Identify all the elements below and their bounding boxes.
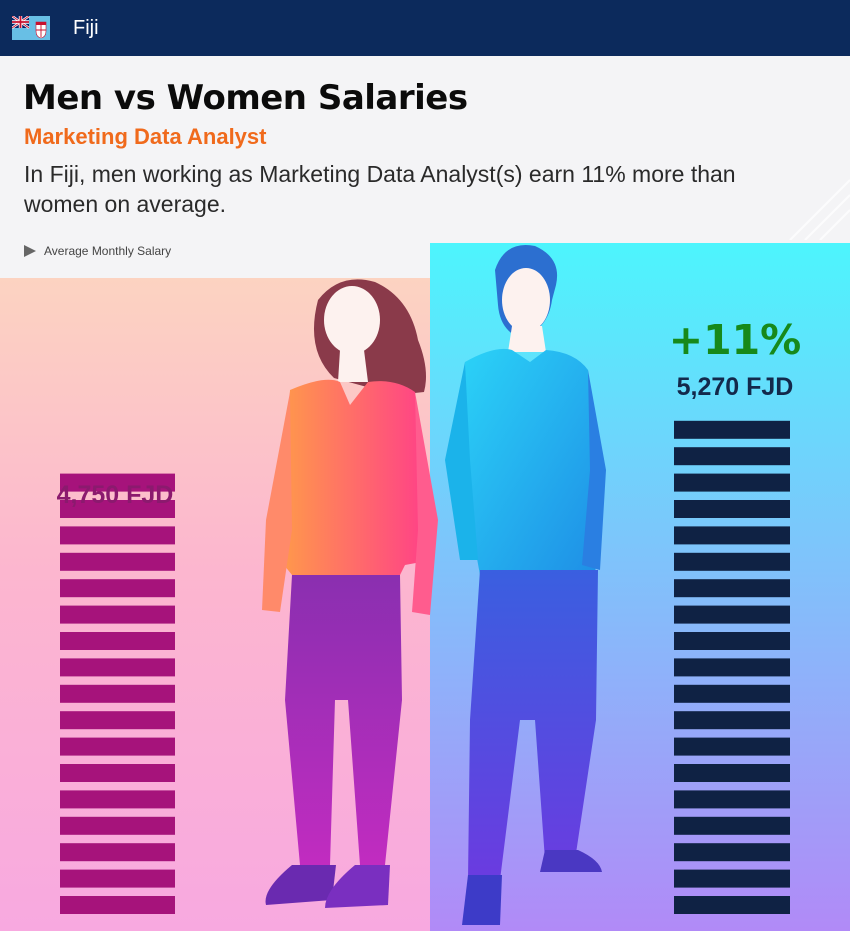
women-bar-segment	[60, 473, 175, 492]
men-bar-segment	[674, 764, 790, 782]
men-bar-segment	[674, 869, 790, 888]
women-bar-segment	[60, 684, 175, 703]
men-bar-segment	[674, 473, 790, 492]
women-salary-label: 4,750 FJD	[56, 481, 174, 509]
men-bar-segment	[674, 896, 790, 914]
men-salary-label: 5,270 FJD	[676, 373, 794, 401]
men-bar-segment	[674, 579, 790, 598]
page-title: Men vs Women Salaries	[23, 78, 468, 118]
description: In Fiji, men working as Marketing Data A…	[24, 161, 736, 217]
men-bar-segment	[674, 737, 790, 756]
women-bar-segment	[60, 605, 175, 624]
decorative-lines	[789, 179, 850, 240]
men-bar-segment	[674, 500, 790, 518]
women-bar-segment	[60, 816, 175, 835]
woman-figure	[262, 279, 438, 908]
men-bar-segment	[674, 447, 790, 466]
women-bar-segment	[60, 790, 175, 809]
legend-label: Average Monthly Salary	[44, 244, 172, 258]
men-bar-segment	[674, 790, 790, 809]
women-bar-segment	[60, 552, 175, 571]
difference-percent: +11%	[668, 316, 802, 364]
men-bar-segment	[674, 816, 790, 835]
women-bar-segment	[60, 526, 175, 545]
men-bar-stack	[674, 420, 790, 914]
play-triangle-icon	[24, 245, 36, 257]
men-bar-segment	[674, 843, 790, 862]
top-bar: Fiji	[0, 0, 850, 56]
women-bar-segment	[60, 843, 175, 862]
men-bar-segment	[674, 605, 790, 624]
men-bar-segment	[674, 711, 790, 730]
women-bar-segment	[60, 579, 175, 598]
women-bar-segment	[60, 896, 175, 914]
men-bar-segment	[674, 552, 790, 571]
men-bar-segment	[674, 684, 790, 703]
women-bar-segment	[60, 711, 175, 730]
job-title: Marketing Data Analyst	[24, 124, 267, 149]
women-bar-segment	[60, 869, 175, 888]
men-bar-segment	[674, 420, 790, 439]
fiji-flag-icon	[12, 16, 50, 40]
women-bar-segment	[60, 737, 175, 756]
legend: Average Monthly Salary	[24, 244, 171, 258]
men-bar-segment	[674, 632, 790, 650]
men-bar-segment	[674, 658, 790, 677]
women-bar-stack	[60, 473, 175, 914]
women-bar-segment	[60, 632, 175, 650]
women-bar-segment	[60, 764, 175, 782]
country-name: Fiji	[73, 17, 99, 39]
women-bar-segment	[60, 500, 175, 518]
men-bar-segment	[674, 526, 790, 545]
man-figure	[445, 245, 606, 925]
women-bar-segment	[60, 658, 175, 677]
